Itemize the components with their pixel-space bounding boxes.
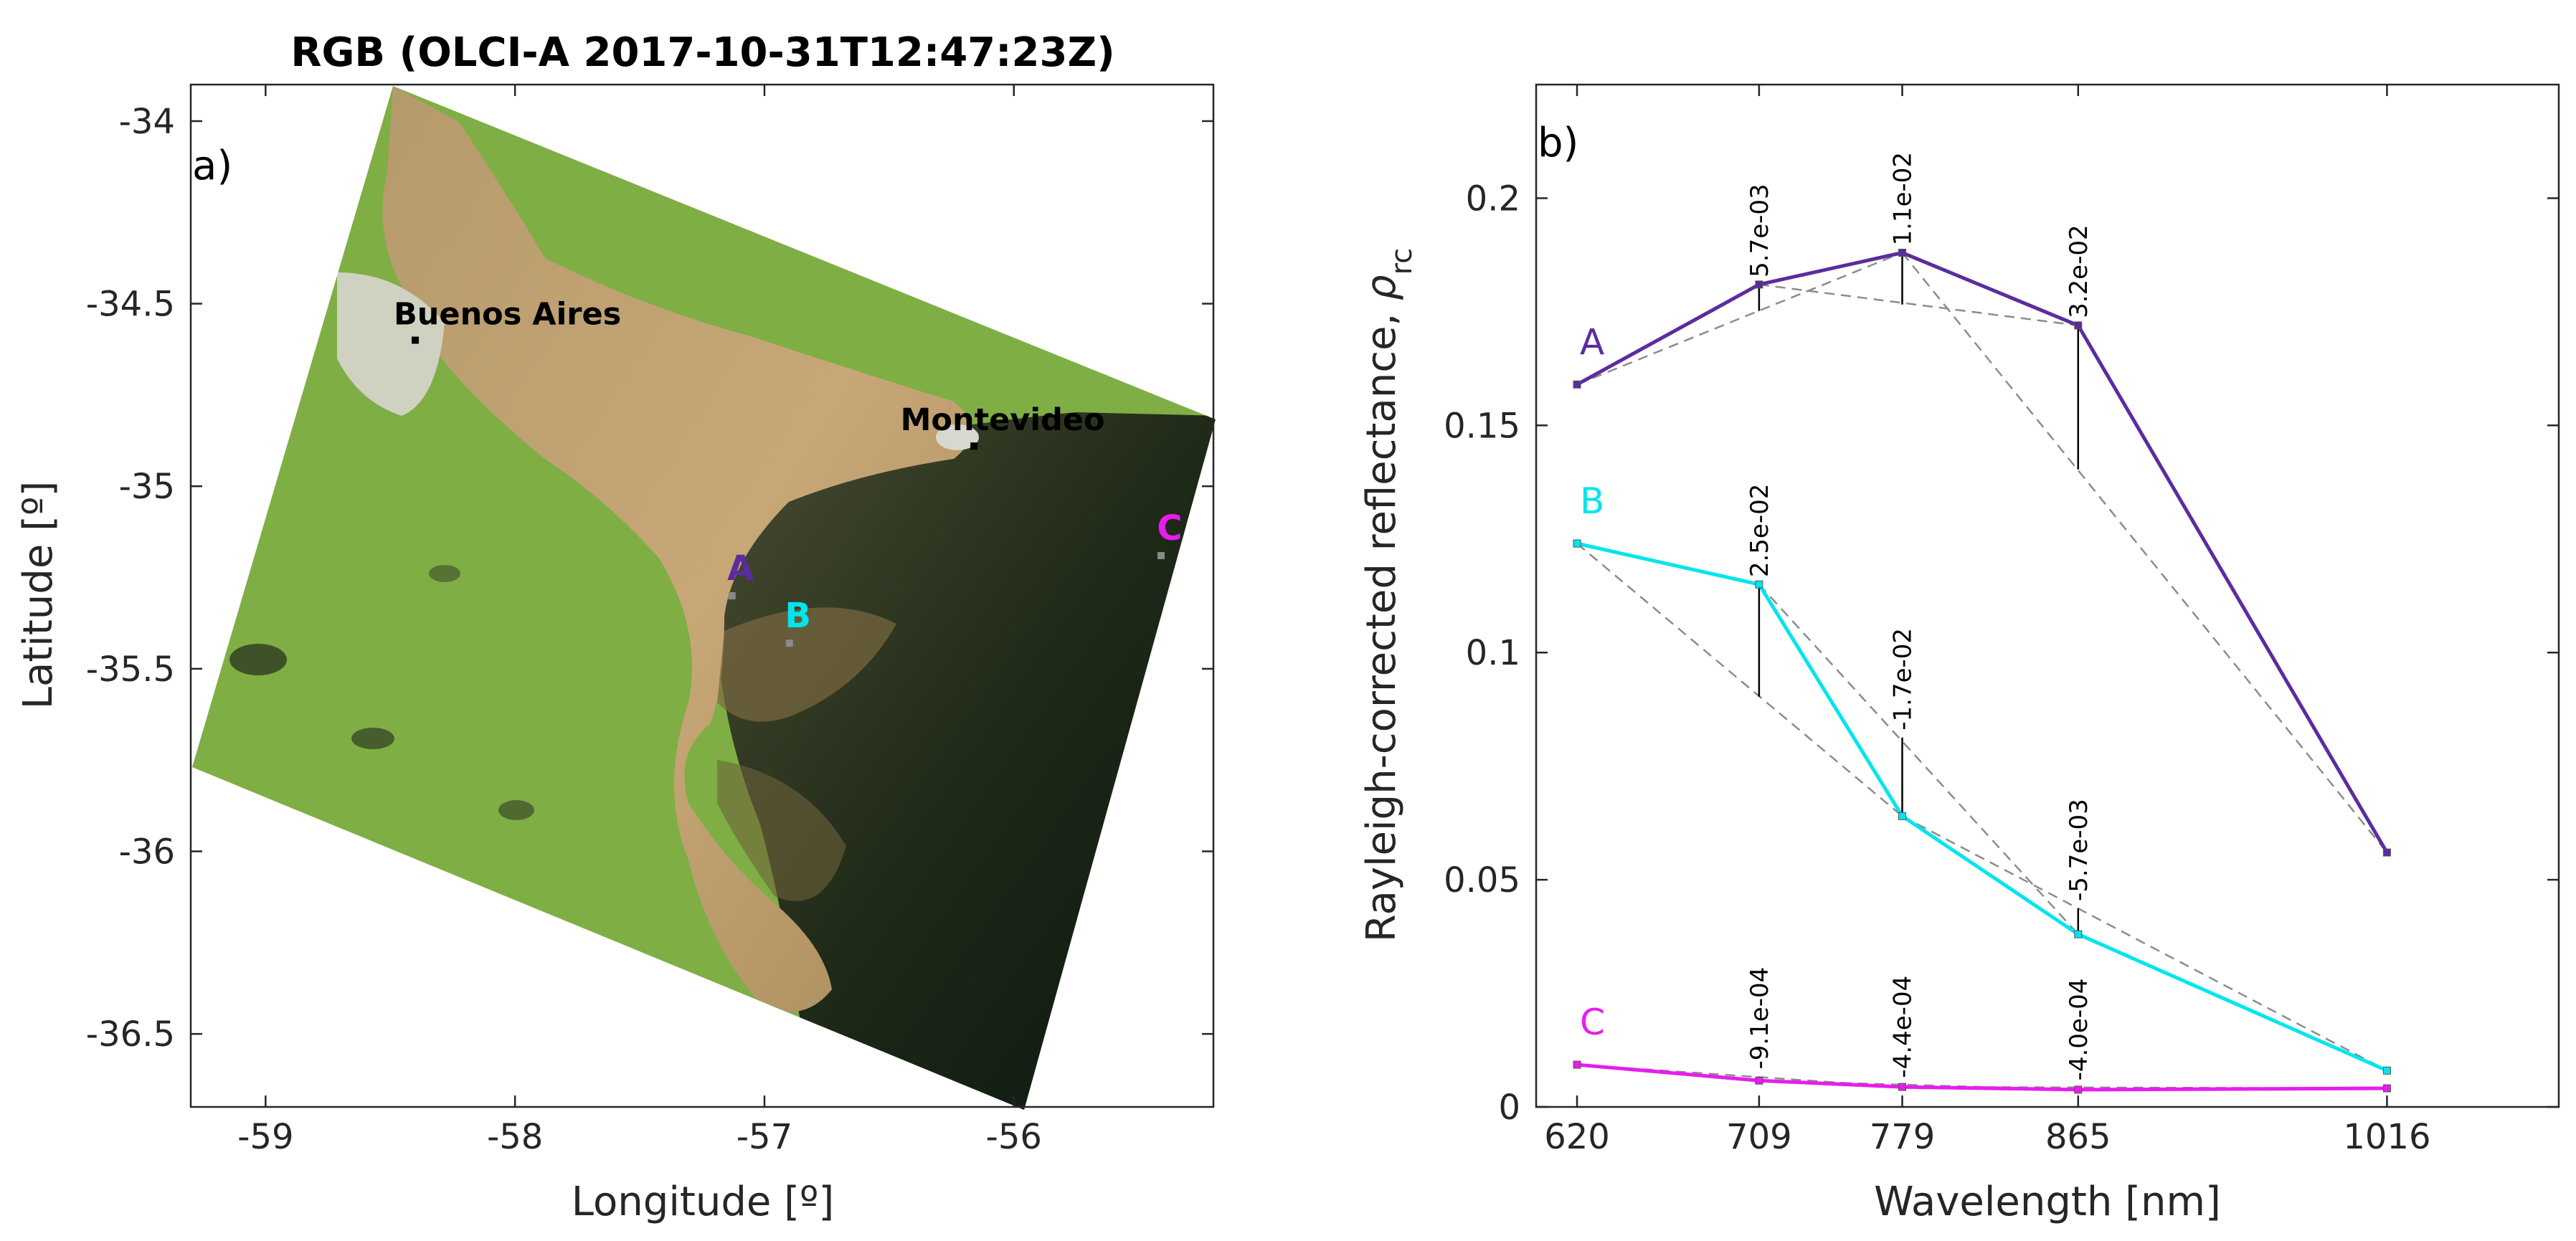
point-a-620 xyxy=(1573,380,1581,389)
point-b-709 xyxy=(1755,580,1763,589)
montevideo-urban xyxy=(936,424,979,450)
map-y-tick-label: -34 xyxy=(119,102,175,142)
point-c-1016 xyxy=(2382,1084,2391,1093)
map-x-tick-label: -57 xyxy=(737,1117,792,1157)
spectra-series: A B C xyxy=(1573,248,2391,1094)
series-name-b: B xyxy=(1580,480,1604,522)
spectra-y-axis-label: Rayleigh-corrected reflectance, ρrc xyxy=(1358,248,1419,942)
data-label-b-709: 2.5e-02 xyxy=(1746,484,1774,578)
map-y-tick-label: -36 xyxy=(119,832,175,872)
series-name-a: A xyxy=(1580,321,1604,363)
spectra-y-tick-label: 0.15 xyxy=(1444,406,1520,446)
spectra-data-labels: 5.7e-03 1.1e-02 3.2e-02 2.5e-02 -1.7e-02 -5.7… xyxy=(1746,152,2093,1080)
point-b-779 xyxy=(1898,812,1907,820)
map-y-tick-label: -35.5 xyxy=(86,650,175,690)
data-label-c-709: -9.1e-04 xyxy=(1746,967,1774,1070)
point-c-865 xyxy=(2074,1085,2083,1094)
point-b-620 xyxy=(1573,539,1581,548)
site-label: A xyxy=(727,548,754,589)
point-c-709 xyxy=(1755,1076,1763,1085)
map-x-tick-label: -56 xyxy=(986,1117,1042,1157)
series-line-c xyxy=(1576,1062,2387,1092)
city-marker xyxy=(412,336,420,344)
spectra-x-axis-label: Wavelength [nm] xyxy=(1874,1179,2221,1225)
baseline-b-865 xyxy=(1901,815,2388,1072)
baseline-a-779 xyxy=(1758,283,2078,327)
point-a-779 xyxy=(1898,248,1907,257)
spectra-x-ticks: 620 709 779 865 1016 xyxy=(1544,85,2431,1157)
estuary-water xyxy=(382,86,972,1012)
city-marker xyxy=(970,442,978,450)
spectra-x-tick-label: 865 xyxy=(2045,1117,2111,1157)
map-city-markers: Buenos Aires Montevideo xyxy=(394,297,1105,450)
spectra-height-stems xyxy=(1758,252,2080,1090)
spectra-y-ticks: 0 0.05 0.1 0.15 0.2 xyxy=(1444,179,2559,1128)
site-marker xyxy=(785,639,793,647)
baseline-b-779 xyxy=(1758,584,2079,936)
map-panel: RGB (OLCI-A 2017-10-31T12:47:23Z) xyxy=(15,29,1216,1225)
city-label: Montevideo xyxy=(901,402,1105,438)
spectra-panel: 620 709 779 865 1016 0 0.05 0.1 0.15 0.2 A B C 5.7… xyxy=(1358,83,2560,1225)
buenos-aires-urban xyxy=(337,272,445,416)
spectra-x-tick-label: 709 xyxy=(1726,1117,1792,1157)
point-a-865 xyxy=(2074,321,2083,330)
baseline-a-865 xyxy=(1901,252,2388,853)
map-x-tick-label: -59 xyxy=(237,1117,293,1157)
spectra-panel-label: b) xyxy=(1538,120,1578,166)
data-label-a-865: 3.2e-02 xyxy=(2065,224,2093,318)
spectra-x-tick-label: 620 xyxy=(1544,1117,1610,1157)
map-y-tick-label: -35 xyxy=(119,467,175,507)
spectra-y-tick-label: 0.2 xyxy=(1466,179,1520,219)
data-label-a-779: 1.1e-02 xyxy=(1889,152,1918,246)
point-c-779 xyxy=(1898,1083,1907,1091)
point-a-709 xyxy=(1755,280,1763,289)
map-y-tick-label: -34.5 xyxy=(86,285,175,325)
data-label-a-709: 5.7e-03 xyxy=(1746,184,1774,277)
spectra-x-tick-label: 779 xyxy=(1870,1117,1936,1157)
spectra-y-tick-label: 0.05 xyxy=(1444,860,1520,900)
map-x-tick-label: -58 xyxy=(487,1117,543,1157)
series-line-b xyxy=(1576,541,2388,1073)
point-c-620 xyxy=(1573,1060,1581,1069)
map-y-axis-label: Latitude [º] xyxy=(15,481,62,709)
map-site-markers: AB C xyxy=(727,508,1183,647)
map-y-ticks: -34 -34.5 -35 -35.5 -36 -36.5 xyxy=(86,102,1213,1055)
map-y-tick-label: -36.5 xyxy=(86,1014,175,1055)
satellite-rgb-image xyxy=(192,86,1216,1110)
site-label: C xyxy=(1157,508,1182,548)
series-line-a xyxy=(1576,250,2389,854)
data-label-b-865: -5.7e-03 xyxy=(2065,799,2093,901)
map-x-axis-label: Longitude [º] xyxy=(572,1179,834,1225)
data-label-c-779: -4.4e-04 xyxy=(1889,976,1918,1078)
point-b-865 xyxy=(2074,930,2083,938)
map-panel-label: a) xyxy=(192,143,232,189)
map-axes-box xyxy=(189,83,1215,1108)
point-b-1016 xyxy=(2382,1066,2391,1075)
point-a-1016 xyxy=(2382,848,2391,857)
data-label-b-779: -1.7e-02 xyxy=(1889,628,1918,731)
city-label: Buenos Aires xyxy=(394,297,621,333)
baseline-a-709 xyxy=(1576,252,1903,386)
series-name-c: C xyxy=(1580,1002,1605,1043)
ocean-area xyxy=(717,412,1216,1110)
map-x-ticks: -59 -58 -57 -56 xyxy=(237,85,1042,1157)
site-label: B xyxy=(785,596,811,636)
spectra-axes-box xyxy=(1535,83,2560,1108)
data-label-c-865: -4.0e-04 xyxy=(2065,979,2093,1081)
site-marker xyxy=(1157,551,1165,559)
map-title: RGB (OLCI-A 2017-10-31T12:47:23Z) xyxy=(290,29,1114,76)
spectra-y-tick-label: 0.1 xyxy=(1466,633,1520,673)
spectra-x-tick-label: 1016 xyxy=(2343,1117,2430,1157)
baseline-b-709 xyxy=(1576,543,1903,817)
spectra-y-tick-label: 0 xyxy=(1498,1088,1520,1128)
spectra-baselines xyxy=(1576,252,2388,1091)
site-marker xyxy=(728,592,736,599)
